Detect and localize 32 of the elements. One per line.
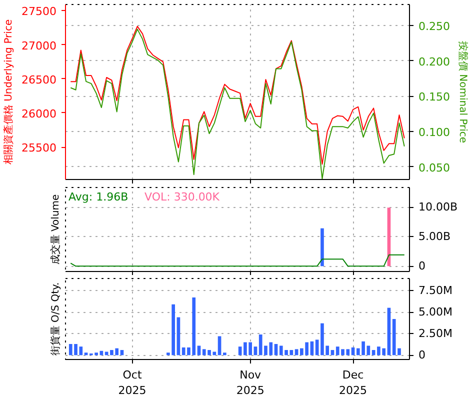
y-tick-label: 5.00M: [418, 306, 452, 319]
y-tick-label: 0: [418, 348, 426, 362]
bar: [104, 352, 108, 356]
bar: [366, 346, 370, 356]
x-tick-label: Oct 2025: [118, 368, 146, 398]
y-tick-label: 26500: [22, 73, 57, 86]
y2-tick-label: 0.250: [418, 20, 450, 34]
line-series: [70, 254, 405, 267]
y-tick-label: 5.00B: [418, 230, 451, 244]
y2-tick-label: 0.200: [418, 55, 450, 68]
y-tick-label: 26000: [22, 107, 57, 120]
y-tick-label: 0: [418, 260, 426, 273]
y2-tick-label: 0.100: [418, 126, 450, 140]
x-tick-label: Dec 2025: [339, 368, 368, 398]
y-tick-label: 27000: [22, 39, 57, 52]
y-tick-label: 27500: [22, 5, 57, 18]
y2-tick-label: 0.050: [418, 161, 450, 174]
y2-axis-title: 按盤價 Nominal Price: [456, 40, 469, 144]
bar: [222, 352, 226, 356]
bar: [197, 346, 201, 356]
annotation: Avg: 1.96B: [68, 190, 128, 204]
y-tick-label: 7.50M: [418, 284, 452, 298]
y-tick-label: 25500: [22, 142, 57, 155]
y-tick-label: 2.50M: [418, 327, 452, 340]
y-axis-title: 成交量 Volume: [50, 194, 62, 265]
y-tick-label: 10.00B: [418, 200, 458, 214]
annotation: VOL: 330.00K: [144, 190, 220, 204]
bar: [218, 336, 222, 356]
y-axis-title: 相關資產價格 Underlying Price: [2, 19, 15, 165]
x-tick-label: Nov 2025: [236, 368, 264, 398]
y-axis-title: 街貨量 O/S Qty.: [50, 282, 62, 356]
y2-tick-label: 0.150: [418, 90, 450, 104]
